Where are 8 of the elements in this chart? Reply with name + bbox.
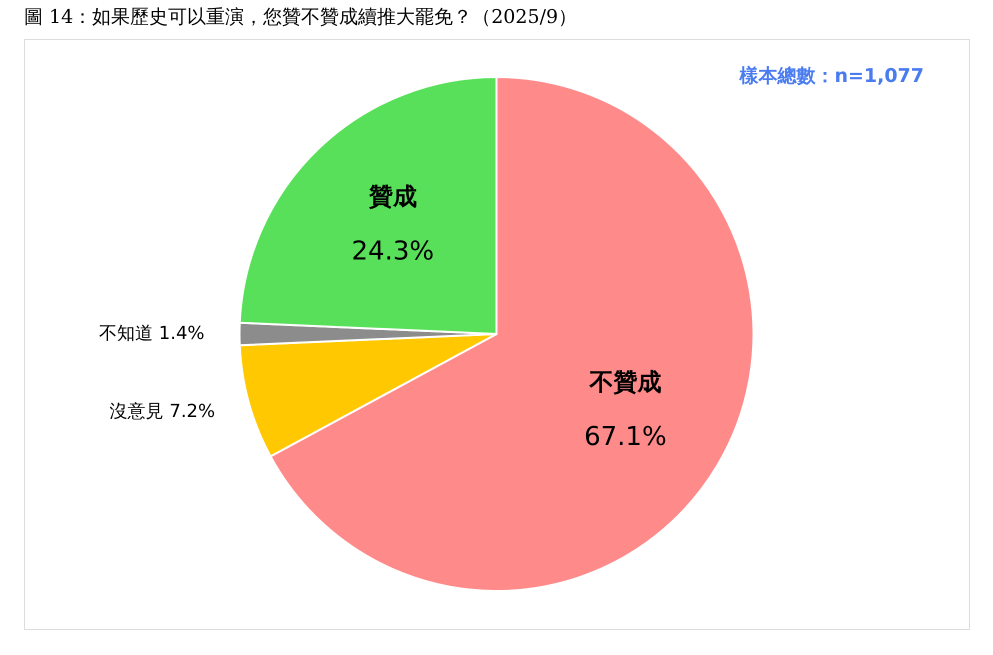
slice-label: 贊成 <box>368 182 417 211</box>
slice-label: 不贊成 <box>588 368 662 396</box>
data-label: 24.3% <box>351 236 434 267</box>
slice-label: 不知道 1.4% <box>99 323 204 344</box>
chart-title: 圖 14：如果歷史可以重演，您贊不贊成續推大罷免？（2025/9） <box>24 6 578 28</box>
text: 樣本總數：n=1,077 <box>738 65 924 87</box>
data-label: 67.1% <box>584 422 667 452</box>
slice-label: 沒意見 7.2% <box>110 400 216 422</box>
